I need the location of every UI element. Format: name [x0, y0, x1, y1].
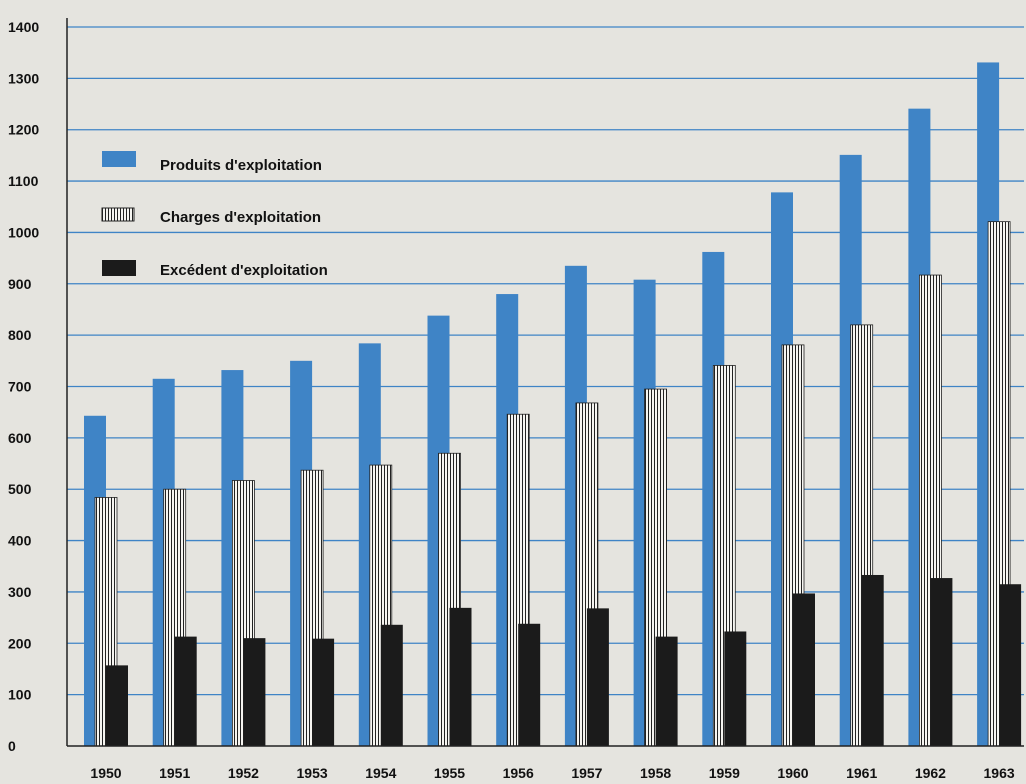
x-tick-label: 1959: [709, 765, 740, 781]
y-tick-label: 900: [8, 276, 32, 292]
y-tick-label: 800: [8, 327, 32, 343]
bar-excedent-1961: [861, 574, 884, 746]
x-tick-label: 1954: [365, 765, 396, 781]
bar-excedent-1952: [243, 638, 266, 746]
y-tick-label: 100: [8, 687, 32, 703]
y-tick-label: 1100: [8, 173, 39, 189]
bar-excedent-1962: [930, 578, 953, 746]
x-tick-label: 1955: [434, 765, 465, 781]
bar-excedent-1957: [586, 608, 609, 746]
legend-swatch-produits: [102, 151, 136, 167]
legend: Produits d'exploitation Charges d'exploi…: [101, 151, 328, 279]
x-tick-label: 1950: [90, 765, 121, 781]
y-tick-label: 200: [8, 635, 32, 651]
y-tick-label: 1000: [8, 224, 39, 240]
y-axis-ticks: 0 100 200 300 400 500 600 700 800 900 1000 1100 1200…: [8, 19, 39, 754]
y-tick-label: 1200: [8, 122, 39, 138]
x-tick-label: 1956: [503, 765, 534, 781]
y-tick-label: 700: [8, 379, 32, 395]
legend-label-charges: Charges d'exploitation: [160, 209, 321, 226]
bar-excedent-1956: [518, 623, 541, 746]
bar-excedent-1959: [724, 631, 747, 746]
bar-excedent-1954: [380, 624, 403, 746]
bar-excedent-1951: [174, 636, 197, 746]
legend-label-produits: Produits d'exploitation: [160, 157, 322, 174]
x-tick-label: 1961: [846, 765, 877, 781]
y-tick-label: 500: [8, 481, 32, 497]
bar-excedent-1960: [793, 593, 815, 746]
bar-excedent-1963: [999, 584, 1022, 746]
bar-excedent-1953: [312, 638, 335, 746]
y-tick-label: 1400: [8, 19, 39, 35]
legend-swatch-charges: [101, 207, 135, 222]
x-tick-label: 1951: [159, 765, 190, 781]
y-tick-label: 0: [8, 738, 16, 754]
x-tick-label: 1957: [571, 765, 602, 781]
y-tick-label: 1300: [8, 70, 39, 86]
y-tick-label: 400: [8, 533, 32, 549]
x-axis-ticks: 1950 1951 1952 1953 1954 1955 1956 1957 1958 1959…: [90, 765, 1014, 781]
x-tick-label: 1963: [984, 765, 1015, 781]
legend-label-excedent: Excédent d'exploitation: [160, 262, 328, 279]
bar-excedent-1955: [449, 607, 472, 746]
y-tick-label: 300: [8, 584, 32, 600]
x-tick-label: 1952: [228, 765, 259, 781]
legend-swatch-excedent: [102, 260, 136, 276]
x-tick-label: 1962: [915, 765, 946, 781]
bars: [84, 62, 1022, 747]
bar-excedent-1958: [655, 636, 678, 746]
y-tick-label: 600: [8, 430, 32, 446]
x-tick-label: 1958: [640, 765, 671, 781]
x-tick-label: 1960: [777, 765, 808, 781]
bar-excedent-1950: [106, 665, 128, 746]
x-tick-label: 1953: [297, 765, 328, 781]
